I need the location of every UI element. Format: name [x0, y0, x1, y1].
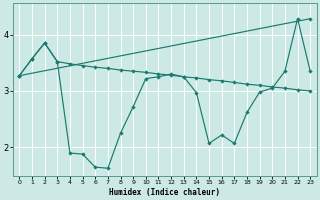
X-axis label: Humidex (Indice chaleur): Humidex (Indice chaleur): [109, 188, 220, 197]
